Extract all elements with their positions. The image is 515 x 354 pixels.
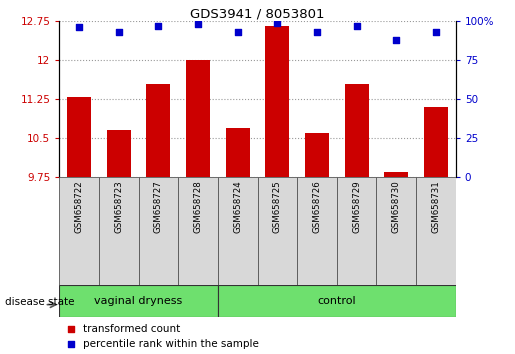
Text: GSM658723: GSM658723 xyxy=(114,180,123,233)
Bar xyxy=(384,172,408,177)
Bar xyxy=(297,177,337,285)
Text: GSM658730: GSM658730 xyxy=(392,180,401,233)
Point xyxy=(313,29,321,35)
Bar xyxy=(424,107,448,177)
Bar xyxy=(146,84,170,177)
Text: GSM658726: GSM658726 xyxy=(313,180,321,233)
Bar xyxy=(59,177,99,285)
Text: GSM658731: GSM658731 xyxy=(432,180,440,233)
Bar xyxy=(218,285,456,317)
Text: transformed count: transformed count xyxy=(83,324,180,333)
Bar xyxy=(139,177,178,285)
Point xyxy=(75,25,83,30)
Bar xyxy=(186,60,210,177)
Text: GSM658724: GSM658724 xyxy=(233,180,242,233)
Point xyxy=(352,23,360,29)
Point xyxy=(233,29,242,35)
Bar xyxy=(337,177,376,285)
Bar xyxy=(178,177,218,285)
Text: control: control xyxy=(317,296,356,306)
Bar xyxy=(67,97,91,177)
Point xyxy=(114,29,123,35)
Point xyxy=(273,20,281,25)
Text: GSM658725: GSM658725 xyxy=(273,180,282,233)
Text: percentile rank within the sample: percentile rank within the sample xyxy=(83,339,259,349)
Point xyxy=(67,341,75,347)
Point xyxy=(194,22,202,27)
Text: GSM658729: GSM658729 xyxy=(352,180,361,233)
Bar xyxy=(265,27,289,177)
Bar xyxy=(218,177,258,285)
Text: GSM658722: GSM658722 xyxy=(75,180,83,233)
Bar xyxy=(226,128,250,177)
Text: GSM658728: GSM658728 xyxy=(194,180,202,233)
Bar xyxy=(59,285,218,317)
Point xyxy=(392,37,401,43)
Point xyxy=(67,326,75,331)
Bar xyxy=(305,133,329,177)
Bar xyxy=(345,84,369,177)
Bar xyxy=(376,177,416,285)
Text: GSM658727: GSM658727 xyxy=(154,180,163,233)
Text: vaginal dryness: vaginal dryness xyxy=(94,296,183,306)
Title: GDS3941 / 8053801: GDS3941 / 8053801 xyxy=(190,7,325,20)
Point xyxy=(432,29,440,35)
Bar xyxy=(258,177,297,285)
Text: disease state: disease state xyxy=(5,297,75,307)
Bar xyxy=(416,177,456,285)
Point xyxy=(154,23,162,29)
Bar xyxy=(107,130,131,177)
Bar xyxy=(99,177,139,285)
